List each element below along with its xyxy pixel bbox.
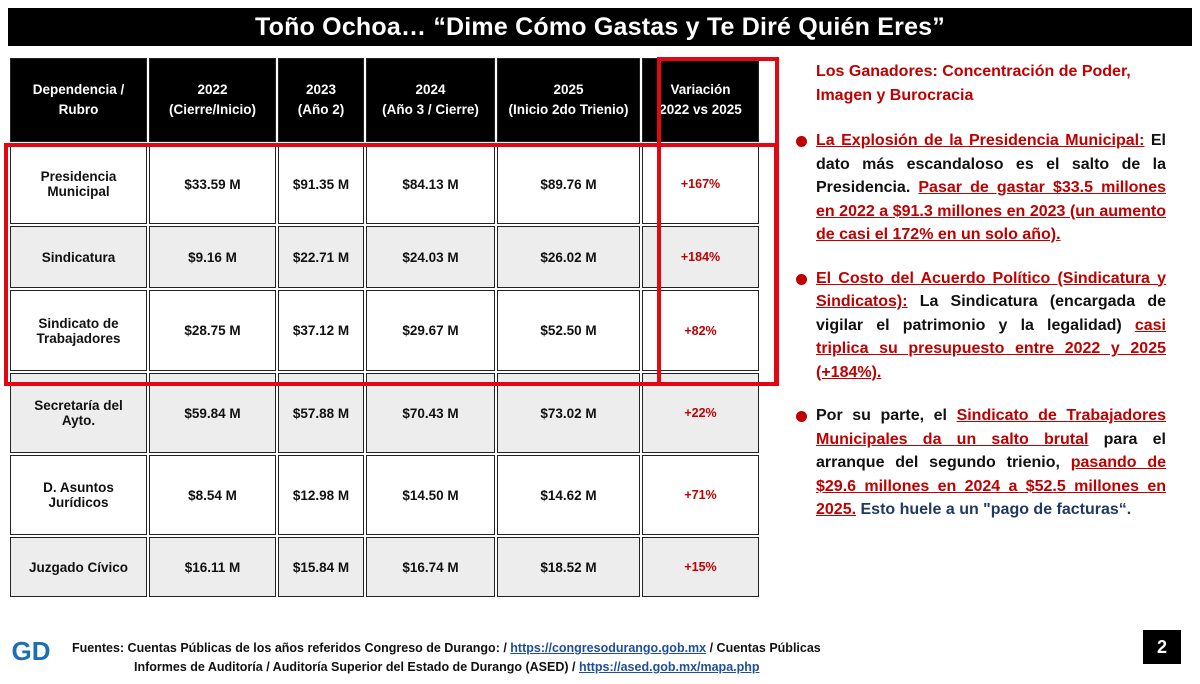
row-name: D. Asuntos Jurídicos xyxy=(10,455,147,535)
gd-logo: GD xyxy=(6,631,56,671)
header-2022: 2022 (Cierre/Inicio) xyxy=(149,58,276,142)
footer-text: Informes de Auditoría / Auditoría Superi… xyxy=(134,660,579,674)
bullet-highlight: Pasar de gastar $33.5 millones en 2022 a… xyxy=(816,179,1167,243)
footer-text: Fuentes: Cuentas Públicas de los años re… xyxy=(72,641,511,655)
bullet-highlight: Sindicato de Trabajadores Municipales da… xyxy=(816,407,1166,448)
bullet-dot-icon xyxy=(796,273,807,285)
table-row: D. Asuntos Jurídicos $8.54 M $12.98 M $14… xyxy=(10,455,759,535)
cell-2023: $37.12 M xyxy=(278,290,364,371)
footer-line-2: Informes de Auditoría / Auditoría Superi… xyxy=(72,658,872,677)
header-2023: 2023 (Año 2) xyxy=(278,58,364,142)
bullet-closing: Esto huele a un "pago de facturas“. xyxy=(856,501,1132,518)
analysis-intro: Los Ganadores: Concentración de Poder, I… xyxy=(816,63,1131,104)
header-variacion: Variación 2022 vs 2025 xyxy=(642,58,759,142)
bullet-text: para el arranque del segundo trienio, xyxy=(816,430,1166,472)
cell-2022: $28.75 M xyxy=(149,290,276,371)
cell-2022: $9.16 M xyxy=(149,226,276,288)
cell-variation: +184% xyxy=(642,226,759,288)
cell-2024: $24.03 M xyxy=(366,226,495,288)
cell-2024: $14.50 M xyxy=(366,455,495,535)
header-2025: 2025 (Inicio 2do Trienio) xyxy=(497,58,640,142)
congreso-link[interactable]: https://congresodurango.gob.mx xyxy=(510,641,707,655)
logo-text: GD xyxy=(12,636,51,666)
bullet-text: El dato más escandaloso es el salto de l… xyxy=(816,132,1167,196)
page-title: Toño Ochoa… “Dime Cómo Gastas y Te Diré … xyxy=(8,8,1192,46)
cell-2023: $57.88 M xyxy=(278,373,364,453)
cell-2025: $89.76 M xyxy=(497,144,640,224)
bullet-presidencia: La Explosión de la Presidencia Municipal… xyxy=(796,129,1167,247)
table-row: Sindicatura $9.16 M $22.71 M $24.03 M $2… xyxy=(10,226,759,288)
cell-2023: $91.35 M xyxy=(278,144,364,224)
cell-variation: +22% xyxy=(642,373,759,453)
cell-2025: $18.52 M xyxy=(497,537,640,597)
cell-variation: +167% xyxy=(642,144,759,224)
bullet-lead: La Explosión de la Presidencia Municipal… xyxy=(816,132,1145,149)
bullet-text: Por su parte, el xyxy=(816,407,957,424)
page-number: 2 xyxy=(1143,630,1181,664)
cell-variation: +71% xyxy=(642,455,759,535)
row-name: Juzgado Cívico xyxy=(10,537,147,597)
bullet-highlight: pasando de $29.6 millones en 2024 a $52.… xyxy=(816,454,1166,518)
cell-2024: $16.74 M xyxy=(366,537,495,597)
cell-2025: $73.02 M xyxy=(497,373,640,453)
row-name: Secretaría del Ayto. xyxy=(10,373,147,453)
footer-text: / Cuentas Públicas xyxy=(706,641,821,655)
bullet-highlight: casi triplica su presupuesto entre 2022 … xyxy=(816,316,1166,381)
analysis-panel: Los Ganadores: Concentración de Poder, I… xyxy=(796,60,1167,542)
bullet-dot-icon xyxy=(796,411,807,422)
cell-2023: $15.84 M xyxy=(278,537,364,597)
cell-2022: $33.59 M xyxy=(149,144,276,224)
cell-2022: $16.11 M xyxy=(149,537,276,597)
bullet-dot-icon xyxy=(796,136,807,147)
cell-2024: $84.13 M xyxy=(366,144,495,224)
table-row: Presidencia Municipal $33.59 M $91.35 M $… xyxy=(10,144,759,224)
table-row: Juzgado Cívico $16.11 M $15.84 M $16.74 … xyxy=(10,537,759,597)
row-name: Presidencia Municipal xyxy=(10,144,147,224)
cell-2022: $59.84 M xyxy=(149,373,276,453)
footer-line-1: Fuentes: Cuentas Públicas de los años re… xyxy=(72,639,872,658)
header-2024: 2024 (Año 3 / Cierre) xyxy=(366,58,495,142)
cell-variation: +82% xyxy=(642,290,759,371)
cell-2022: $8.54 M xyxy=(149,455,276,535)
row-name: Sindicatura xyxy=(10,226,147,288)
budget-table: Dependencia / Rubro 2022 (Cierre/Inicio) 2… xyxy=(8,56,761,599)
cell-variation: +15% xyxy=(642,537,759,597)
bullet-sindicatura: El Costo del Acuerdo Político (Sindicatu… xyxy=(796,267,1166,385)
cell-2025: $14.62 M xyxy=(497,455,640,535)
cell-2024: $70.43 M xyxy=(366,373,495,453)
cell-2025: $26.02 M xyxy=(497,226,640,288)
bullet-lead: El Costo del Acuerdo Político (Sindicatu… xyxy=(816,269,1166,311)
bullet-text: La Sindicatura (encargada de vigilar el … xyxy=(816,293,1166,334)
table-row: Secretaría del Ayto. $59.84 M $57.88 M $7… xyxy=(10,373,759,453)
cell-2025: $52.50 M xyxy=(497,290,640,371)
bullet-sindicato: Por su parte, el Sindicato de Trabajador… xyxy=(796,404,1166,522)
cell-2023: $12.98 M xyxy=(278,455,364,535)
ased-link[interactable]: https://ased.gob.mx/mapa.php xyxy=(578,660,760,674)
table-row: Sindicato de Trabajadores $28.75 M $37.12… xyxy=(10,290,759,371)
sources-footer: Fuentes: Cuentas Públicas de los años re… xyxy=(72,639,872,677)
table-header-row: Dependencia / Rubro 2022 (Cierre/Inicio) 2… xyxy=(10,58,759,142)
header-dependencia: Dependencia / Rubro xyxy=(10,58,147,142)
row-name: Sindicato de Trabajadores xyxy=(10,290,147,371)
cell-2024: $29.67 M xyxy=(366,290,495,371)
cell-2023: $22.71 M xyxy=(278,226,364,288)
